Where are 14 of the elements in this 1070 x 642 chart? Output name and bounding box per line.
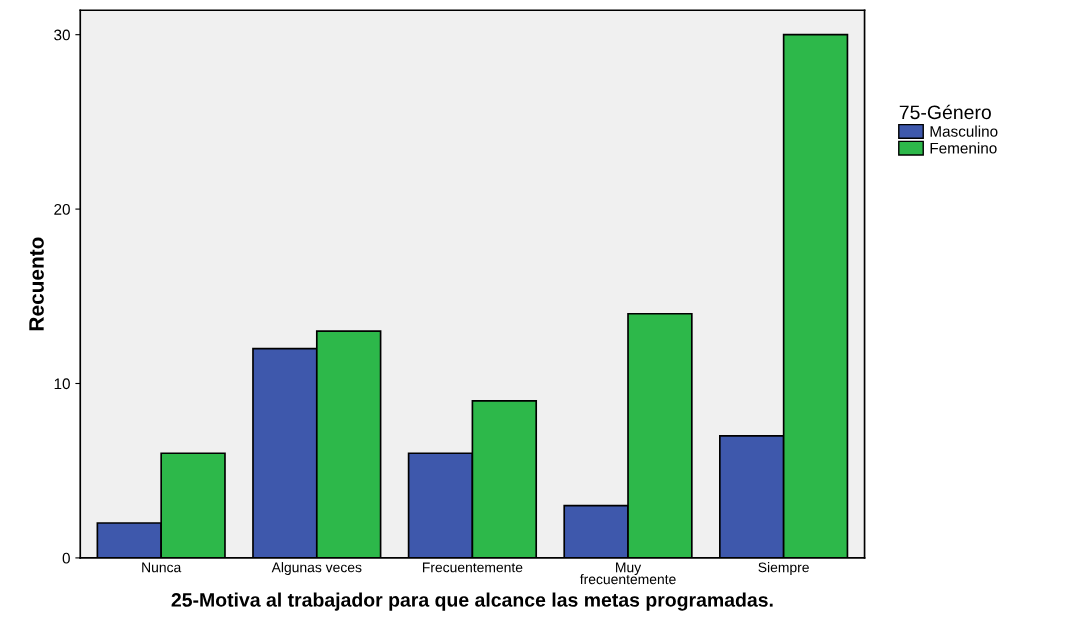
- legend-label: Femenino: [930, 142, 997, 154]
- legend-title: 75-Género: [899, 104, 991, 120]
- y-tick-label: 0: [62, 552, 70, 564]
- y-tick-label: 10: [54, 378, 70, 390]
- y-tick-label: 20: [54, 203, 70, 215]
- y-tick-label: 30: [54, 29, 70, 41]
- y-axis-title: Recuento: [29, 237, 44, 331]
- x-tick-label: Frecuentemente: [422, 562, 523, 573]
- x-tick-label: Algunas veces: [271, 562, 362, 576]
- x-tick-label: Muy frecuentemente: [579, 562, 676, 585]
- x-tick-label: Siempre: [758, 562, 809, 576]
- x-axis-title: 25-Motiva al trabajador para que alcance las metas programadas.: [171, 592, 773, 611]
- legend-label: Masculino: [930, 125, 998, 137]
- x-tick-label: Nunca: [142, 562, 182, 573]
